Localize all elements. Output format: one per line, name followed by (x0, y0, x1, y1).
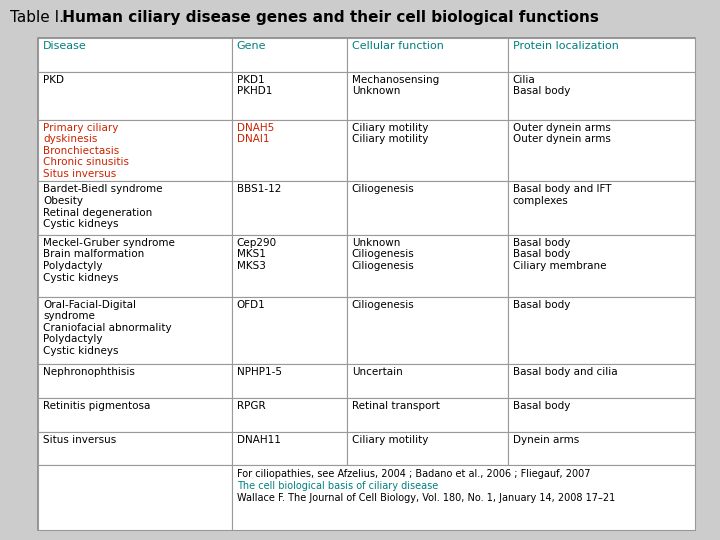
Text: BBS1-12: BBS1-12 (237, 184, 282, 194)
Bar (232, 431, 347, 465)
Text: DNAH11: DNAH11 (237, 435, 281, 444)
Bar (38, 38, 232, 72)
Text: OFD1: OFD1 (237, 300, 266, 309)
Text: Ciliogenesis: Ciliogenesis (352, 184, 415, 194)
Bar (508, 431, 695, 465)
Bar (232, 398, 347, 431)
Bar (232, 364, 347, 398)
Bar (508, 296, 695, 364)
Text: Human ciliary disease genes and their cell biological functions: Human ciliary disease genes and their ce… (57, 10, 599, 25)
Text: Wallace F. The Journal of Cell Biology, Vol. 180, No. 1, January 14, 2008 17–21: Wallace F. The Journal of Cell Biology, … (237, 494, 615, 503)
Bar (38, 119, 232, 181)
Bar (38, 72, 232, 119)
Bar (38, 296, 232, 364)
Text: Meckel-Gruber syndrome
Brain malformation
Polydactyly
Cystic kidneys: Meckel-Gruber syndrome Brain malformatio… (43, 238, 175, 282)
Bar (508, 181, 695, 235)
Text: DNAH5
DNAI1: DNAH5 DNAI1 (237, 123, 274, 144)
Text: Uncertain: Uncertain (352, 367, 402, 377)
Bar (38, 364, 232, 398)
Bar (347, 235, 508, 296)
Bar (232, 38, 347, 72)
Bar (347, 181, 508, 235)
Text: Nephronophthisis: Nephronophthisis (43, 367, 135, 377)
Text: Basal body and cilia: Basal body and cilia (513, 367, 617, 377)
Text: Ciliary motility
Ciliary motility: Ciliary motility Ciliary motility (352, 123, 428, 144)
Bar (232, 465, 695, 530)
Bar (347, 296, 508, 364)
Text: Cep290
MKS1
MKS3: Cep290 MKS1 MKS3 (237, 238, 277, 271)
Bar (232, 296, 347, 364)
Bar (508, 38, 695, 72)
Text: Primary ciliary
dyskinesis
Bronchiectasis
Chronic sinusitis
Situs inversus: Primary ciliary dyskinesis Bronchiectasi… (43, 123, 129, 179)
Bar (347, 38, 508, 72)
Text: Cilia
Basal body: Cilia Basal body (513, 75, 570, 96)
Bar (38, 181, 232, 235)
Bar (38, 465, 232, 530)
Text: Ciliary motility: Ciliary motility (352, 435, 428, 444)
Bar (508, 235, 695, 296)
Text: PKD1
PKHD1: PKD1 PKHD1 (237, 75, 272, 96)
Text: Basal body
Basal body
Ciliary membrane: Basal body Basal body Ciliary membrane (513, 238, 606, 271)
Text: Bardet-Biedl syndrome
Obesity
Retinal degeneration
Cystic kidneys: Bardet-Biedl syndrome Obesity Retinal de… (43, 184, 163, 229)
Bar (508, 119, 695, 181)
Text: RPGR: RPGR (237, 401, 266, 411)
Bar (38, 235, 232, 296)
Bar (508, 72, 695, 119)
Bar (38, 431, 232, 465)
Text: Mechanosensing
Unknown: Mechanosensing Unknown (352, 75, 439, 96)
Text: Cellular function: Cellular function (352, 41, 444, 51)
Bar (232, 72, 347, 119)
Text: Ciliogenesis: Ciliogenesis (352, 300, 415, 309)
Bar (347, 431, 508, 465)
Text: Unknown
Ciliogenesis
Ciliogenesis: Unknown Ciliogenesis Ciliogenesis (352, 238, 415, 271)
Bar (347, 398, 508, 431)
Text: For ciliopathies, see Afzelius, 2004 ; Badano et al., 2006 ; Fliegauf, 2007: For ciliopathies, see Afzelius, 2004 ; B… (237, 469, 590, 480)
Bar (232, 119, 347, 181)
Text: PKD: PKD (43, 75, 64, 85)
Text: Retinal transport: Retinal transport (352, 401, 440, 411)
Bar (347, 364, 508, 398)
Text: Disease: Disease (43, 41, 86, 51)
Text: Situs inversus: Situs inversus (43, 435, 116, 444)
Text: Dynein arms: Dynein arms (513, 435, 579, 444)
Bar (347, 72, 508, 119)
Bar (508, 398, 695, 431)
Text: Protein localization: Protein localization (513, 41, 618, 51)
Text: Gene: Gene (237, 41, 266, 51)
Bar (232, 235, 347, 296)
Bar (232, 181, 347, 235)
Text: Basal body: Basal body (513, 300, 570, 309)
Text: Basal body and IFT
complexes: Basal body and IFT complexes (513, 184, 611, 206)
Text: NPHP1-5: NPHP1-5 (237, 367, 282, 377)
Text: Oral-Facial-Digital
syndrome
Craniofacial abnormality
Polydactyly
Cystic kidneys: Oral-Facial-Digital syndrome Craniofacia… (43, 300, 171, 356)
Text: Retinitis pigmentosa: Retinitis pigmentosa (43, 401, 150, 411)
Text: Table I.: Table I. (10, 10, 64, 25)
Bar (347, 119, 508, 181)
Text: Outer dynein arms
Outer dynein arms: Outer dynein arms Outer dynein arms (513, 123, 611, 144)
Text: Basal body: Basal body (513, 401, 570, 411)
Bar (508, 364, 695, 398)
Bar (38, 398, 232, 431)
Text: The cell biological basis of ciliary disease: The cell biological basis of ciliary dis… (237, 481, 438, 491)
